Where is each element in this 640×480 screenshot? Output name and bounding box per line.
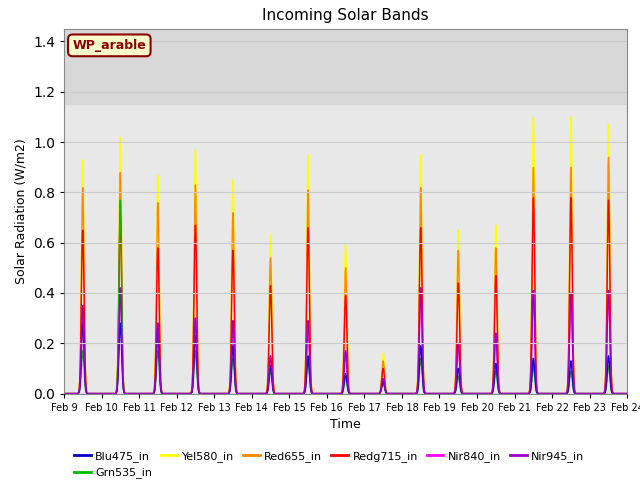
Redg715_in	[161, 391, 169, 396]
Redg715_in	[472, 391, 479, 396]
Title: Incoming Solar Bands: Incoming Solar Bands	[262, 9, 429, 24]
Line: Redg715_in: Redg715_in	[64, 198, 627, 394]
Grn535_in	[623, 391, 631, 396]
Line: Grn535_in: Grn535_in	[64, 200, 627, 394]
Red655_in	[441, 391, 449, 396]
Nir945_in	[161, 391, 169, 396]
Redg715_in	[529, 195, 537, 201]
Nir840_in	[116, 285, 124, 291]
Red655_in	[504, 391, 511, 396]
Yel580_in	[161, 391, 169, 396]
Blu475_in	[623, 391, 631, 396]
Nir840_in	[325, 391, 333, 396]
Nir840_in	[472, 391, 480, 396]
Bar	[64, 16, 627, 104]
Redg715_in	[623, 391, 631, 396]
Yel580_in	[60, 391, 68, 396]
Text: WP_arable: WP_arable	[72, 39, 146, 52]
Red655_in	[472, 391, 479, 396]
Grn535_in	[441, 391, 449, 396]
Blu475_in	[325, 391, 333, 396]
Red655_in	[60, 391, 68, 396]
Line: Red655_in: Red655_in	[64, 157, 627, 394]
Blu475_in	[441, 391, 449, 396]
Nir840_in	[623, 391, 630, 396]
Redg715_in	[504, 391, 511, 396]
Grn535_in	[472, 391, 480, 396]
Yel580_in	[504, 391, 511, 396]
Line: Blu475_in: Blu475_in	[64, 323, 627, 394]
Blu475_in	[60, 391, 68, 396]
Nir945_in	[623, 391, 631, 396]
Line: Nir840_in: Nir840_in	[64, 288, 627, 394]
Blu475_in	[472, 391, 480, 396]
Nir945_in	[441, 391, 449, 396]
Redg715_in	[623, 391, 630, 396]
Nir840_in	[623, 391, 631, 396]
Nir945_in	[472, 391, 480, 396]
Line: Nir945_in: Nir945_in	[64, 288, 627, 394]
Nir945_in	[116, 285, 124, 291]
Grn535_in	[504, 391, 512, 396]
Grn535_in	[116, 197, 124, 203]
Yel580_in	[441, 391, 449, 396]
Red655_in	[324, 391, 332, 396]
Nir945_in	[325, 391, 333, 396]
Line: Yel580_in: Yel580_in	[64, 117, 627, 394]
Blu475_in	[504, 391, 512, 396]
Yel580_in	[623, 391, 631, 396]
Grn535_in	[325, 391, 333, 396]
Red655_in	[605, 155, 612, 160]
Redg715_in	[441, 391, 449, 396]
Nir945_in	[60, 391, 68, 396]
Grn535_in	[623, 391, 630, 396]
Yel580_in	[623, 391, 630, 396]
Nir945_in	[504, 391, 512, 396]
Redg715_in	[60, 391, 68, 396]
Redg715_in	[324, 391, 332, 396]
Y-axis label: Solar Radiation (W/m2): Solar Radiation (W/m2)	[15, 138, 28, 284]
Blu475_in	[161, 391, 169, 396]
Nir840_in	[441, 391, 449, 396]
Legend: Blu475_in, Grn535_in, Yel580_in, Red655_in, Redg715_in, Nir840_in, Nir945_in: Blu475_in, Grn535_in, Yel580_in, Red655_…	[70, 446, 589, 480]
Nir840_in	[161, 391, 169, 396]
Grn535_in	[161, 391, 169, 396]
X-axis label: Time: Time	[330, 418, 361, 431]
Nir945_in	[623, 391, 630, 396]
Blu475_in	[623, 391, 630, 396]
Red655_in	[623, 391, 631, 396]
Yel580_in	[529, 114, 537, 120]
Grn535_in	[60, 391, 68, 396]
Nir840_in	[504, 391, 512, 396]
Red655_in	[623, 391, 630, 396]
Nir840_in	[60, 391, 68, 396]
Red655_in	[161, 391, 169, 396]
Yel580_in	[472, 391, 479, 396]
Blu475_in	[79, 320, 86, 326]
Yel580_in	[324, 391, 332, 396]
